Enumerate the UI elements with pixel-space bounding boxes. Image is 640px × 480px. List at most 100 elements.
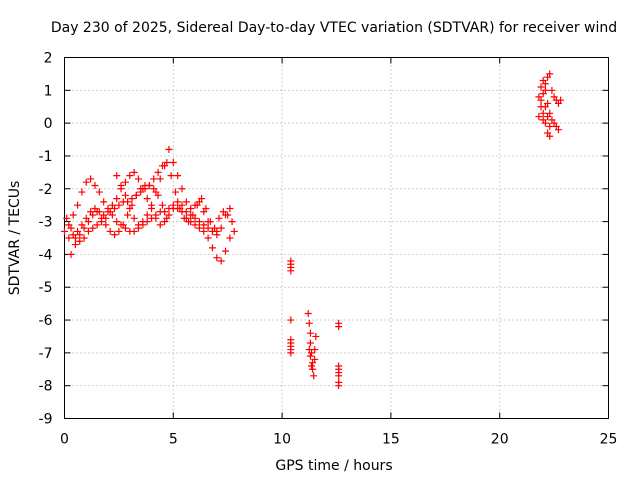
data-point (535, 113, 543, 121)
data-point (128, 201, 136, 209)
data-point (163, 214, 171, 222)
data-point (208, 244, 216, 252)
data-point (119, 221, 127, 229)
data-point (217, 257, 225, 265)
data-point (311, 355, 319, 363)
data-point (539, 109, 547, 117)
data-point (204, 218, 212, 226)
y-axis-label: SDTVAR / TECUs (7, 181, 23, 296)
data-point (335, 382, 343, 390)
data-point (65, 234, 73, 242)
data-point (87, 175, 95, 183)
data-point (154, 191, 162, 199)
data-point (150, 175, 158, 183)
y-tick-label: 2 (44, 51, 53, 67)
data-point (191, 221, 199, 229)
data-point (306, 352, 314, 360)
data-point (115, 201, 123, 209)
data-point (310, 372, 318, 380)
data-point (213, 231, 221, 239)
data-point (544, 113, 552, 121)
data-point (74, 201, 82, 209)
x-tick-label: 0 (60, 432, 69, 448)
y-tick-label: -8 (39, 379, 53, 395)
data-point (204, 234, 212, 242)
chart-title: Day 230 of 2025, Sidereal Day-to-day VTE… (51, 20, 617, 36)
data-point (152, 214, 160, 222)
series-track-d (113, 145, 234, 239)
y-tick-label: 0 (44, 116, 53, 132)
data-point (139, 218, 147, 226)
data-point (185, 218, 193, 226)
data-point (130, 168, 138, 176)
data-point (226, 204, 234, 212)
data-point (91, 181, 99, 189)
data-point (182, 198, 190, 206)
data-point (113, 195, 121, 203)
data-point (228, 218, 236, 226)
data-point (126, 172, 134, 180)
data-point (335, 319, 343, 327)
series-track-e (67, 181, 171, 258)
data-point (307, 362, 315, 370)
data-point (134, 221, 142, 229)
data-point (80, 224, 88, 232)
data-point (187, 204, 195, 212)
y-tick-label: -3 (39, 215, 53, 231)
data-point (191, 201, 199, 209)
data-point (113, 218, 121, 226)
data-point (169, 204, 177, 212)
data-point (287, 267, 295, 275)
data-point (80, 234, 88, 242)
data-point (557, 96, 565, 104)
x-axis-label: GPS time / hours (275, 458, 392, 474)
data-point (156, 175, 164, 183)
data-point (134, 175, 142, 183)
data-point (124, 198, 132, 206)
data-point (546, 70, 554, 78)
data-point (541, 103, 549, 111)
data-point (176, 204, 184, 212)
data-point (143, 195, 151, 203)
data-point (161, 208, 169, 216)
data-point (71, 234, 79, 242)
data-point (215, 214, 223, 222)
data-point (150, 185, 158, 193)
data-point (71, 241, 79, 249)
data-point (61, 227, 68, 235)
data-point (178, 185, 186, 193)
data-point (309, 365, 317, 373)
series-pass-10.4h (287, 257, 295, 357)
data-point (121, 178, 129, 186)
data-point (304, 309, 312, 317)
data-point (93, 208, 101, 216)
data-point (174, 198, 182, 206)
data-point (180, 214, 188, 222)
data-point (195, 218, 203, 226)
data-point (539, 76, 547, 84)
data-point (69, 211, 77, 219)
data-point (67, 224, 75, 232)
data-point (174, 172, 182, 180)
data-point (84, 227, 92, 235)
data-point (76, 231, 84, 239)
data-point (287, 349, 295, 357)
data-point (63, 214, 71, 222)
data-point (130, 214, 138, 222)
data-point (222, 247, 230, 255)
data-point (195, 224, 203, 232)
data-point (335, 369, 343, 377)
data-point (305, 319, 313, 327)
data-point (158, 201, 166, 209)
data-point (165, 145, 173, 153)
data-point (95, 188, 103, 196)
data-point (535, 93, 543, 101)
data-point (124, 211, 132, 219)
data-point (89, 224, 97, 232)
data-point (546, 122, 554, 130)
data-point (306, 339, 314, 347)
y-tick-label: 1 (44, 83, 53, 99)
data-point (143, 211, 151, 219)
data-point (100, 198, 108, 206)
data-point (78, 188, 86, 196)
